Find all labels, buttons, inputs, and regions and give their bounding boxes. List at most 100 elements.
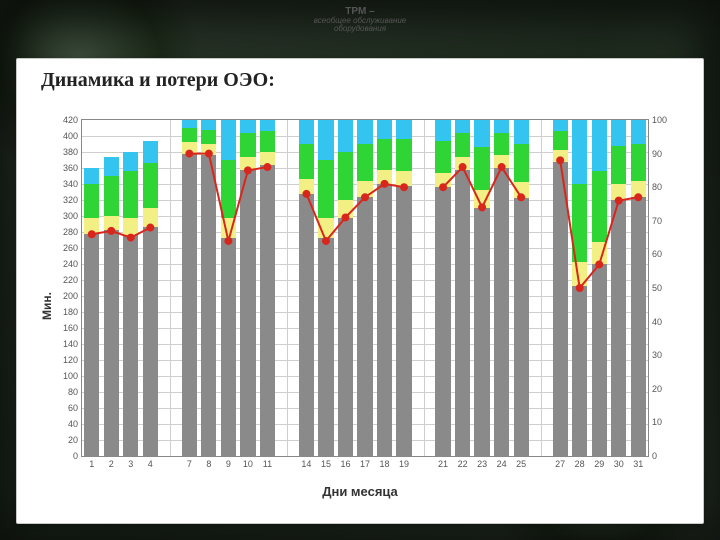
bar-seg-grey	[435, 187, 450, 456]
x-tick-label: 10	[243, 456, 253, 469]
bar-seg-grey	[260, 165, 275, 456]
y1-tick-label: 380	[63, 147, 82, 157]
y1-tick-label: 40	[68, 419, 82, 429]
gridline-v	[424, 120, 425, 456]
bar-seg-cyan	[338, 120, 353, 152]
bar-seg-yellow	[182, 142, 197, 153]
bar-seg-green	[553, 131, 568, 150]
x-tick-label: 11	[263, 456, 272, 469]
bar-seg-yellow	[455, 157, 470, 170]
bar-seg-green	[514, 144, 529, 182]
y1-tick-label: 400	[63, 131, 82, 141]
y1-tick-label: 220	[63, 275, 82, 285]
x-tick-label: 27	[555, 456, 565, 469]
bar-seg-green	[631, 144, 646, 181]
x-tick-label: 19	[399, 456, 409, 469]
stacked-bar	[611, 120, 626, 456]
x-tick-label: 2	[109, 456, 114, 469]
bar-seg-cyan	[611, 120, 626, 146]
bar-seg-green	[201, 130, 216, 144]
stacked-bar	[201, 120, 216, 456]
stacked-bar	[631, 120, 646, 456]
bar-seg-grey	[240, 170, 255, 456]
y2-tick-label: 10	[648, 417, 662, 427]
x-tick-label: 9	[226, 456, 231, 469]
stacked-bar	[474, 120, 489, 456]
bar-seg-grey	[553, 162, 568, 456]
x-tick-label: 3	[128, 456, 133, 469]
bar-seg-green	[455, 133, 470, 157]
bar-seg-green	[474, 147, 489, 190]
y1-tick-label: 60	[68, 403, 82, 413]
bar-seg-grey	[494, 168, 509, 456]
content-card: Динамика и потери ОЭО: Мин. Дни месяца 0…	[16, 58, 704, 524]
stacked-bar	[338, 120, 353, 456]
bar-seg-grey	[514, 198, 529, 456]
bar-seg-green	[396, 139, 411, 171]
bar-seg-grey	[572, 286, 587, 456]
bar-seg-cyan	[240, 120, 255, 133]
y1-tick-label: 180	[63, 307, 82, 317]
bar-seg-grey	[338, 218, 353, 456]
x-tick-label: 15	[321, 456, 331, 469]
x-tick-label: 16	[340, 456, 350, 469]
stacked-bar	[182, 120, 197, 456]
bar-seg-green	[494, 133, 509, 155]
x-tick-label: 17	[360, 456, 370, 469]
y2-tick-label: 100	[648, 115, 667, 125]
bar-seg-cyan	[592, 120, 607, 171]
bar-seg-cyan	[221, 120, 236, 160]
bar-seg-cyan	[396, 120, 411, 139]
bar-seg-cyan	[143, 141, 158, 163]
x-tick-label: 23	[477, 456, 487, 469]
stacked-bar	[240, 120, 255, 456]
bar-seg-grey	[396, 186, 411, 456]
bar-seg-grey	[143, 227, 158, 456]
x-axis-label: Дни месяца	[31, 484, 689, 499]
chart-container: Мин. Дни месяца 020406080100120140160180…	[31, 111, 689, 501]
y1-tick-label: 80	[68, 387, 82, 397]
stacked-bar	[260, 120, 275, 456]
x-tick-label: 21	[438, 456, 448, 469]
bar-seg-grey	[299, 194, 314, 456]
bar-seg-cyan	[182, 120, 197, 128]
bar-seg-green	[435, 141, 450, 173]
y2-tick-label: 30	[648, 350, 662, 360]
bar-seg-green	[123, 171, 138, 217]
bar-seg-yellow	[318, 218, 333, 239]
x-tick-label: 1	[89, 456, 94, 469]
stacked-bar	[104, 157, 119, 456]
bar-seg-grey	[611, 200, 626, 456]
bar-seg-green	[611, 146, 626, 184]
bar-seg-green	[299, 144, 314, 179]
y1-tick-label: 200	[63, 291, 82, 301]
page-title: Динамика и потери ОЭО:	[41, 69, 275, 92]
bar-seg-grey	[182, 154, 197, 456]
y2-tick-label: 20	[648, 384, 662, 394]
bar-seg-grey	[357, 197, 372, 456]
stacked-bar	[123, 152, 138, 456]
bar-seg-yellow	[201, 144, 216, 155]
y1-tick-label: 340	[63, 179, 82, 189]
bar-seg-cyan	[260, 120, 275, 131]
bar-seg-grey	[592, 264, 607, 456]
bar-seg-cyan	[201, 120, 216, 130]
stacked-bar	[357, 120, 372, 456]
x-tick-label: 31	[633, 456, 643, 469]
y2-tick-label: 40	[648, 317, 662, 327]
bar-seg-cyan	[553, 120, 568, 131]
bar-seg-green	[84, 184, 99, 218]
y1-tick-label: 260	[63, 243, 82, 253]
bar-seg-cyan	[299, 120, 314, 144]
stacked-bar	[143, 141, 158, 456]
bar-seg-cyan	[435, 120, 450, 141]
y1-tick-label: 240	[63, 259, 82, 269]
bar-seg-green	[338, 152, 353, 200]
y2-tick-label: 50	[648, 283, 662, 293]
bar-seg-yellow	[123, 218, 138, 236]
x-tick-label: 25	[516, 456, 526, 469]
stacked-bar	[592, 120, 607, 456]
y2-tick-label: 90	[648, 149, 662, 159]
bar-seg-cyan	[572, 120, 587, 184]
bar-seg-green	[318, 160, 333, 218]
